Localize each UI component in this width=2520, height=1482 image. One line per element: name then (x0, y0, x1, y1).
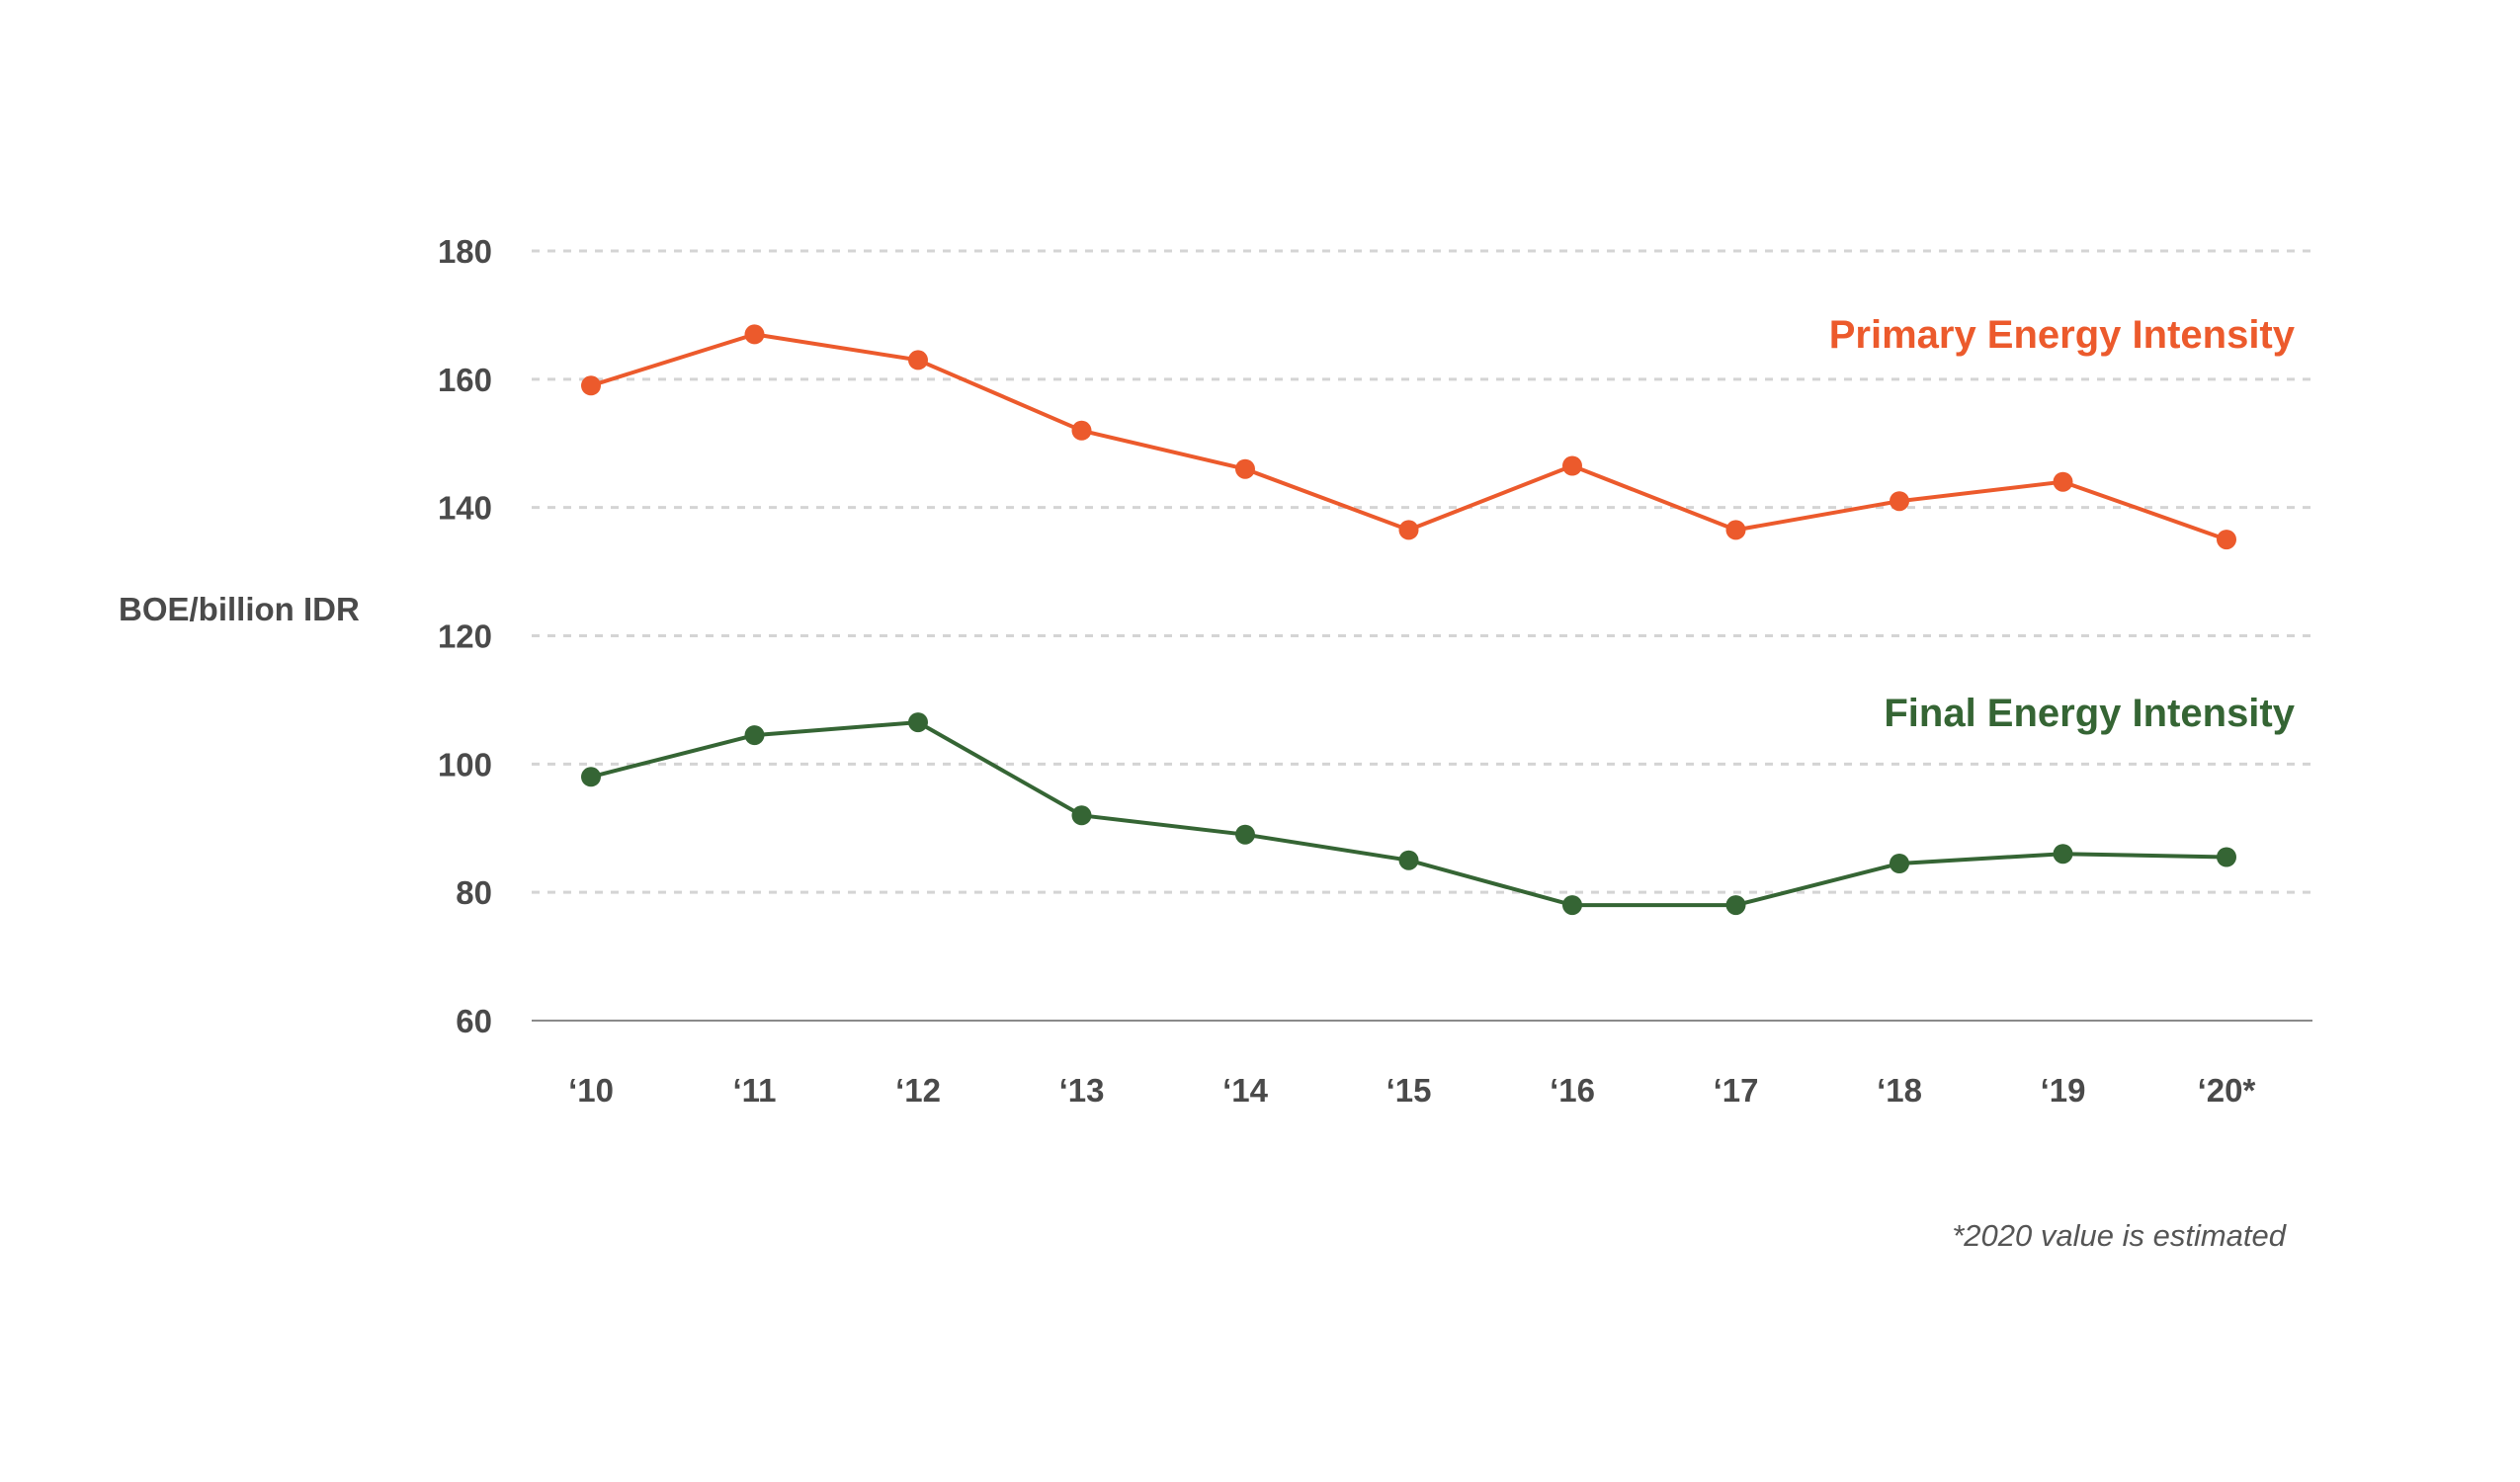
data-point-1 (1398, 850, 1419, 870)
x-tick-label: ‘10 (568, 1072, 614, 1109)
x-tick-label: ‘20* (2198, 1072, 2256, 1109)
data-point-0 (2217, 530, 2236, 550)
data-point-1 (2217, 847, 2236, 867)
x-tick-label: ‘16 (1550, 1072, 1595, 1109)
data-point-1 (2053, 844, 2073, 864)
data-point-0 (1725, 520, 1746, 540)
data-point-0 (908, 350, 928, 370)
data-point-0 (1562, 455, 1582, 476)
footnote: *2020 value is estimated (1952, 1218, 2288, 1253)
x-tick-label: ‘12 (895, 1072, 941, 1109)
data-point-0 (1890, 491, 1909, 512)
series-group (581, 324, 2236, 916)
data-point-0 (1235, 458, 1255, 479)
y-tick-label: 100 (438, 746, 492, 782)
data-point-1 (1890, 854, 1909, 873)
x-tick-label: ‘15 (1386, 1072, 1432, 1109)
y-axis-title: BOE/billion IDR (119, 591, 360, 627)
y-axis-ticks: 60 80 100 120 140 160 180 (438, 233, 492, 1039)
x-tick-label: ‘14 (1222, 1072, 1269, 1109)
y-tick-label: 180 (438, 233, 492, 270)
x-tick-label: ‘18 (1877, 1072, 1922, 1109)
y-tick-label: 60 (456, 1003, 492, 1039)
y-tick-label: 160 (438, 362, 492, 398)
x-tick-label: ‘11 (732, 1072, 776, 1109)
series-line-1 (589, 720, 2228, 908)
data-point-1 (908, 712, 928, 733)
x-axis-ticks: ‘10 ‘11 ‘12 ‘13 ‘14 ‘15 ‘16 ‘17 ‘18 ‘19 ‘20* (568, 1072, 2255, 1109)
data-point-1 (744, 725, 765, 746)
data-point-0 (581, 375, 601, 396)
y-tick-label: 140 (438, 490, 492, 527)
x-tick-label: ‘13 (1059, 1072, 1105, 1109)
gridlines (532, 249, 2312, 1022)
data-point-0 (2053, 471, 2073, 492)
data-point-1 (1725, 895, 1746, 916)
series-label-final: Final Energy Intensity (1884, 692, 2295, 735)
data-point-0 (1398, 520, 1419, 540)
data-point-1 (1235, 824, 1255, 845)
x-tick-label: ‘19 (2041, 1072, 2086, 1109)
data-point-0 (1071, 420, 1092, 441)
x-tick-label: ‘17 (1714, 1072, 1759, 1109)
series-label-primary: Primary Energy Intensity (1829, 313, 2296, 357)
data-point-1 (1562, 895, 1582, 916)
data-point-1 (1071, 805, 1092, 826)
data-point-1 (581, 767, 601, 787)
y-tick-label: 80 (456, 874, 492, 911)
y-tick-label: 120 (438, 618, 492, 655)
data-point-0 (744, 324, 765, 345)
